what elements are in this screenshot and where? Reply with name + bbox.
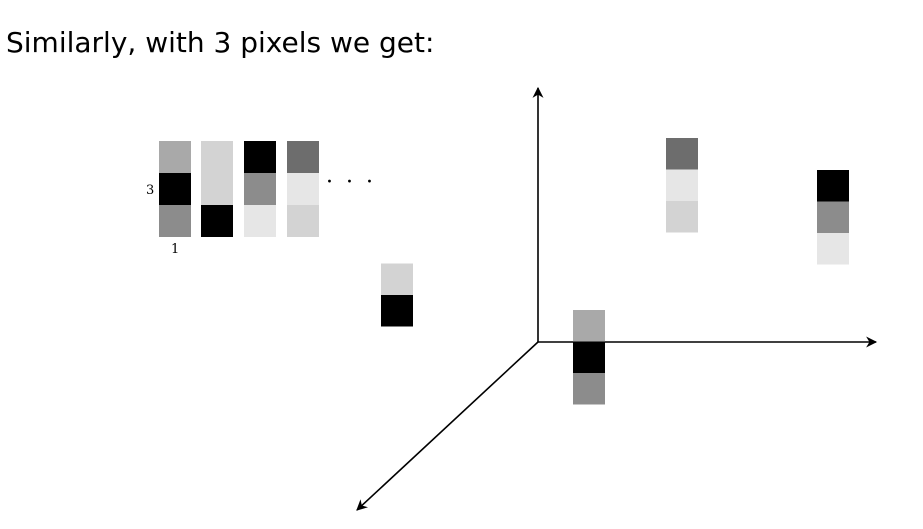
pixel-cell <box>159 141 191 173</box>
pixel-cell <box>244 173 276 205</box>
ellipsis-more-images: · · · <box>326 170 376 195</box>
pixel-cell <box>244 205 276 237</box>
plotted-image-points <box>381 138 849 405</box>
plotted-image-4 <box>817 170 849 265</box>
pixel-cell <box>817 233 849 265</box>
pixel-cell <box>287 173 319 205</box>
pixel-index-label-top: 3 <box>146 183 155 198</box>
pixel-cell <box>666 138 698 170</box>
plotted-image-1 <box>381 232 413 327</box>
pixel-cell <box>381 232 413 264</box>
axis-diagonal <box>356 341 539 511</box>
pixel-cell <box>573 310 605 342</box>
pixel-cell <box>159 173 191 205</box>
pixel-cell <box>201 173 233 205</box>
pixel-cell <box>573 373 605 405</box>
pixel-cell <box>381 263 413 295</box>
example-images-row <box>159 141 319 237</box>
example-image-1 <box>159 141 191 237</box>
pixel-cell <box>573 341 605 373</box>
example-image-4 <box>287 141 319 237</box>
pixel-cell <box>244 141 276 173</box>
plotted-image-2 <box>573 310 605 405</box>
pixel-cell <box>201 141 233 173</box>
pixel-cell <box>817 170 849 202</box>
pixel-cell <box>817 201 849 233</box>
pixel-cell <box>287 205 319 237</box>
pixel-cell <box>159 205 191 237</box>
slide-title: Similarly, with 3 pixels we get: <box>6 26 435 59</box>
pixel-cell <box>666 169 698 201</box>
pixel-cell <box>666 201 698 233</box>
coordinate-axes <box>356 86 878 511</box>
example-image-3 <box>244 141 276 237</box>
pixel-cell <box>201 205 233 237</box>
pixel-index-label-bottom: 1 <box>171 242 180 257</box>
pixel-cell <box>381 295 413 327</box>
plotted-image-3 <box>666 138 698 233</box>
example-image-2 <box>201 141 233 237</box>
pixel-cell <box>287 141 319 173</box>
